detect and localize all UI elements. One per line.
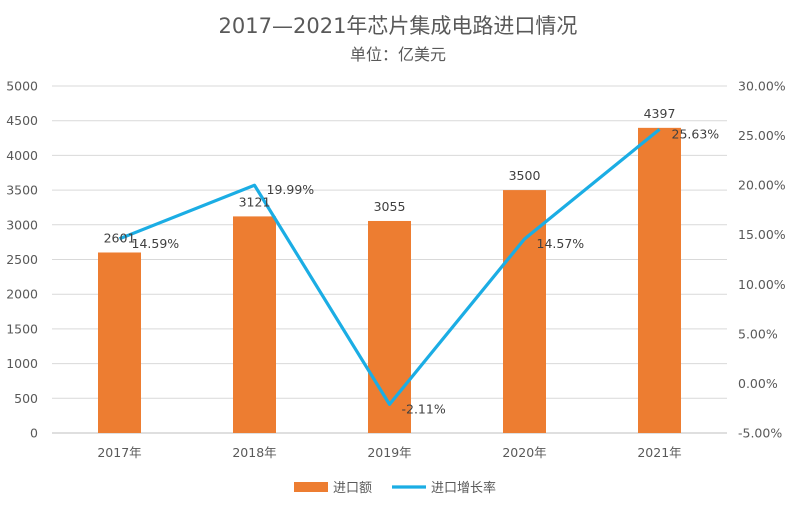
bar-value-label: 3121 <box>239 194 271 209</box>
left-tick-label: 1500 <box>6 321 38 336</box>
right-tick-label: 15.00% <box>738 227 786 242</box>
bar <box>368 220 411 433</box>
bar-value-label: 2601 <box>104 230 136 245</box>
left-axis: 0 500 1000 1500 2000 2500 3000 3500 4000 4500 5000 <box>6 79 38 441</box>
bar-series <box>98 127 681 433</box>
bar-value-label: 4397 <box>644 106 676 121</box>
left-tick-label: 2000 <box>6 287 38 302</box>
right-tick-label: 5.00% <box>738 326 778 341</box>
bar-value-label: 3500 <box>509 168 541 183</box>
line-value-label: 25.63% <box>672 126 720 141</box>
left-tick-label: 4000 <box>6 148 38 163</box>
x-axis: 2017年 2018年 2019年 2020年 2021年 <box>97 445 681 460</box>
left-tick-label: 3000 <box>6 217 38 232</box>
line-value-label: 14.59% <box>132 236 180 251</box>
right-tick-label: 25.00% <box>738 128 786 143</box>
growth-line <box>118 128 661 406</box>
x-tick-label: 2017年 <box>97 445 141 460</box>
legend-label-bar: 进口额 <box>333 481 372 496</box>
chart-title: 2017—2021年芯片集成电路进口情况 <box>219 14 578 38</box>
x-tick-label: 2019年 <box>367 445 411 460</box>
left-tick-label: 2500 <box>6 252 38 267</box>
right-tick-label: 20.00% <box>738 178 786 193</box>
x-tick-label: 2020年 <box>502 445 546 460</box>
chart-subtitle: 单位：亿美元 <box>350 45 446 64</box>
left-tick-label: 5000 <box>6 79 38 94</box>
legend-label-line: 进口增长率 <box>431 480 496 496</box>
line-series <box>118 128 661 406</box>
line-value-label: 19.99% <box>267 182 315 197</box>
right-axis: -5.00% 0.00% 5.00% 10.00% 15.00% 20.00% 25.00%… <box>738 79 786 441</box>
line-value-label: 14.57% <box>537 236 585 251</box>
right-tick-label: 30.00% <box>738 79 786 94</box>
legend-swatch-bar <box>294 482 328 492</box>
left-tick-label: 0 <box>30 426 38 441</box>
left-tick-label: 4500 <box>6 113 38 128</box>
x-tick-label: 2018年 <box>232 445 276 460</box>
x-tick-label: 2021年 <box>637 445 681 460</box>
right-tick-label: 0.00% <box>738 376 778 391</box>
bar <box>233 216 276 433</box>
left-tick-label: 500 <box>14 391 38 406</box>
left-tick-label: 3500 <box>6 183 38 198</box>
left-tick-label: 1000 <box>6 356 38 371</box>
bar <box>98 252 141 433</box>
bar <box>638 127 681 433</box>
legend: 进口额 进口增长率 <box>294 480 496 496</box>
data-labels: 2601 3121 3055 3500 4397 14.59% 19.99% -2.11% 14… <box>104 106 720 416</box>
line-value-label: -2.11% <box>402 401 446 416</box>
right-tick-label: -5.00% <box>738 426 782 441</box>
bar-value-label: 3055 <box>374 199 406 214</box>
right-tick-label: 10.00% <box>738 277 786 292</box>
bar <box>503 190 546 433</box>
